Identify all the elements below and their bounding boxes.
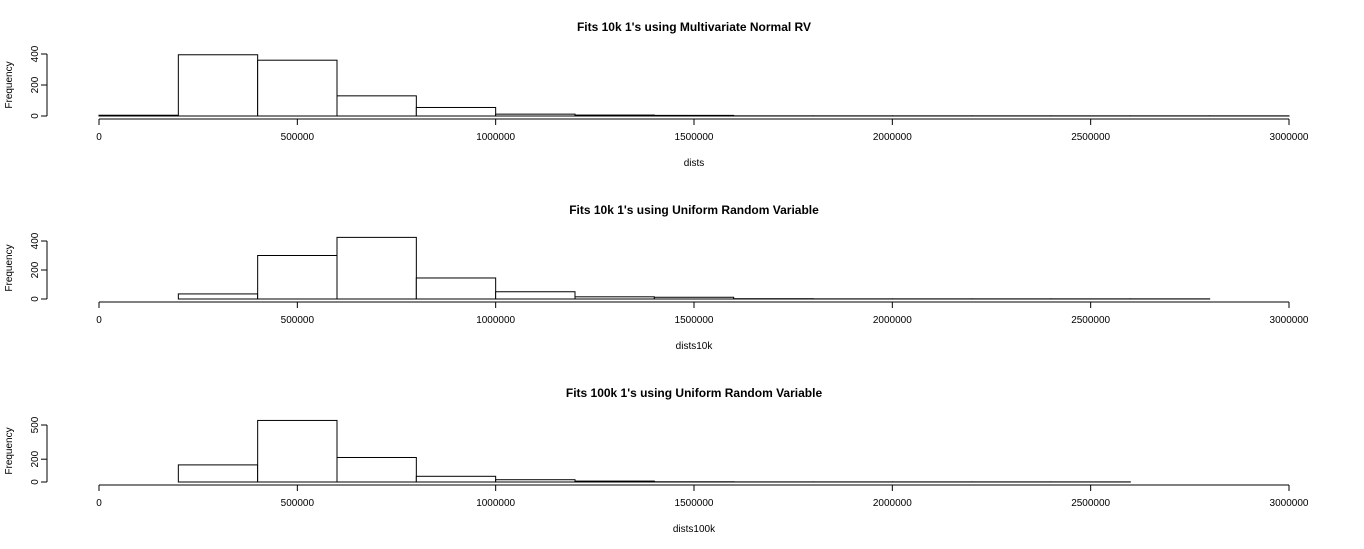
y-tick-label: 500 [30,416,41,433]
x-tick-label: 1000000 [476,315,515,326]
x-tick-label: 2500000 [1071,132,1110,143]
y-axis: 0 200 400 [30,45,48,119]
x-tick-label: 0 [96,498,102,509]
histogram-bar [336,456,417,483]
x-tick-label: 1500000 [675,315,714,326]
histogram-bar [415,277,497,300]
histogram-bar [653,114,735,117]
y-axis: 0 200 400 [30,232,48,302]
x-axis: 0 500000 1000000 1500000 2000000 2500000 30000… [96,118,1309,143]
y-tick-label: 0 [30,113,41,119]
x-tick-label: 2000000 [873,132,912,143]
histogram-bar [257,255,338,300]
histogram-panel-multivariate-normal: Fits 10k 1's using Multivariate Normal R… [4,20,1309,169]
x-tick-label: 500000 [281,132,315,143]
histogram-bar [177,464,259,483]
x-tick-label: 1500000 [675,132,714,143]
histogram-bar [257,59,338,117]
chart-title: Fits 10k 1's using Uniform Random Variab… [569,203,819,217]
histogram-bar [495,479,576,483]
x-tick-label: 3000000 [1270,315,1309,326]
x-tick-label: 2500000 [1071,315,1110,326]
x-tick-label: 0 [96,132,102,143]
y-axis: 0 200 500 [30,416,48,485]
y-axis-label: Frequency [4,61,15,108]
x-tick-label: 1000000 [476,498,515,509]
x-axis: 0 500000 1000000 1500000 2000000 2500000 30000… [96,484,1309,509]
x-tick-label: 500000 [281,315,315,326]
x-axis-label: dists100k [673,524,716,535]
histogram-bar [574,296,655,300]
y-axis-label: Frequency [4,244,15,291]
x-tick-label: 0 [96,315,102,326]
x-tick-label: 500000 [281,498,315,509]
x-tick-label: 3000000 [1270,498,1309,509]
chart-title: Fits 100k 1's using Uniform Random Varia… [566,386,823,400]
y-tick-label: 200 [30,450,41,467]
histogram-bar [415,106,497,117]
histogram-bar [98,114,179,117]
x-axis: 0 500000 1000000 1500000 2000000 2500000 30000… [96,301,1309,326]
y-tick-label: 400 [30,45,41,62]
y-tick-label: 200 [30,76,41,93]
x-tick-label: 3000000 [1270,132,1309,143]
histogram-bar [415,475,497,483]
x-tick-label: 2000000 [873,315,912,326]
y-tick-label: 400 [30,232,41,249]
histogram-bar [177,54,259,117]
histogram-bar [495,113,576,117]
histogram-bar [257,419,338,483]
x-tick-label: 1000000 [476,132,515,143]
histogram-bar [495,291,576,300]
histogram-bar [336,236,417,300]
chart-title: Fits 10k 1's using Multivariate Normal R… [577,20,811,34]
histogram-bar [574,114,655,117]
histogram-bar [653,296,735,300]
x-axis-label: dists [684,158,705,169]
y-tick-label: 0 [30,296,41,302]
x-tick-label: 2000000 [873,498,912,509]
y-axis-label: Frequency [4,427,15,474]
histogram-bar [574,480,655,483]
x-tick-label: 1500000 [675,498,714,509]
x-axis-label: dists10k [676,341,714,352]
histogram-panel-uniform-10k: Fits 10k 1's using Uniform Random Variab… [4,203,1309,352]
histogram-bar [336,95,417,117]
histogram-panel-uniform-100k: Fits 100k 1's using Uniform Random Varia… [4,386,1309,535]
y-tick-label: 0 [30,479,41,485]
histogram-bar [177,293,259,300]
x-tick-label: 2500000 [1071,498,1110,509]
y-tick-label: 200 [30,261,41,278]
